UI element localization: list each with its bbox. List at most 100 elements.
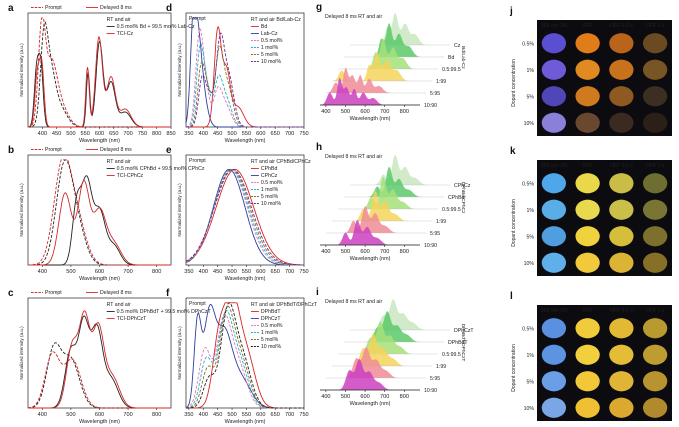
x-tick-label-a: 550 <box>81 131 90 137</box>
x-tick-label-f: 400 <box>199 412 208 418</box>
layer-label-h-5: CPhCz <box>454 183 471 189</box>
series-line-a-1 <box>28 17 171 128</box>
x-tick-label-b: 700 <box>123 269 132 275</box>
sample-spot-l-0-3 <box>642 318 668 339</box>
row-label-k-0: 0.5% <box>522 181 534 187</box>
spectrum-layer-g-0 <box>320 78 420 105</box>
row-label-j-3: 10% <box>524 121 535 127</box>
x-tick-label-d: 450 <box>213 131 222 137</box>
legend-label-b-1: Delayed 8 ms <box>100 147 132 153</box>
legend-item-f-0: DPhBdT <box>261 309 281 315</box>
row-label-l-2: 5% <box>527 379 535 385</box>
y-axis-label-a: Normalized intensity (a.u.) <box>19 43 24 97</box>
x-tick-label-b: 600 <box>95 269 104 275</box>
depth-axis-label-i: DPhBdT/DPhCzT <box>460 324 466 362</box>
sample-spot-j-2-1 <box>575 86 600 107</box>
legend-item-f-1: DPhCzT <box>261 316 281 322</box>
x-axis-label-d: Wavelength (nm) <box>225 138 266 144</box>
plot-frame-a <box>27 12 172 128</box>
sample-spot-k-2-1 <box>575 226 600 247</box>
x-tick-label-e: 550 <box>242 269 251 275</box>
y-axis-label-c: Normalized intensity (a.u.) <box>19 326 24 380</box>
sample-spot-k-0-0 <box>541 173 567 194</box>
legend-item-c-1: TCI-DPhCzT <box>117 316 148 322</box>
series-line-f-5 <box>186 302 304 409</box>
x-axis-label-g: Wavelength (nm) <box>350 116 391 122</box>
spectrum-layer-h-2 <box>332 190 432 221</box>
row-label-k-2: 5% <box>527 234 535 240</box>
layer-label-g-4: Bd <box>448 55 454 61</box>
x-tick-label-b: 800 <box>152 269 161 275</box>
x-tick-label-e: 450 <box>213 269 222 275</box>
x-axis-label-i: Wavelength (nm) <box>350 401 391 407</box>
legend-item-c-0: 0.5 mol% DPhBdT + 99.5 mol% DPhCzT <box>117 309 212 315</box>
row-label-j-1: 1% <box>527 68 535 74</box>
x-tick-label-g: 600 <box>360 109 369 115</box>
y-axis-label-k: Dopant concentration <box>511 199 517 247</box>
y-axis-label-j: Dopant concentration <box>511 59 517 107</box>
x-tick-label-a: 750 <box>138 131 147 137</box>
row-label-l-0: 0.5% <box>522 326 534 332</box>
x-tick-label-f: 700 <box>285 412 294 418</box>
x-tick-label-h: 500 <box>341 249 350 255</box>
spectrum-layer-i-5 <box>350 299 450 330</box>
legend-item-f-2: 0.5 mol% <box>261 323 283 329</box>
legend-title-e: RT and air CPhBd/CPhCz <box>251 159 311 165</box>
layer-label-h-0: 10:90 <box>424 243 437 249</box>
layer-label-g-2: 1:99 <box>436 79 446 85</box>
x-axis-label-h: Wavelength (nm) <box>350 256 391 262</box>
x-tick-label-i: 800 <box>400 394 409 400</box>
legend-label-b-0: Prompt <box>45 147 62 153</box>
x-axis-label-c: Wavelength (nm) <box>79 419 120 425</box>
layer-label-g-3: 0.5:99.5 <box>442 67 461 73</box>
legend-item-d-2: 0.5 mol% <box>261 38 283 44</box>
series-line-e-2 <box>185 168 304 266</box>
x-tick-label-h: 800 <box>400 249 409 255</box>
row-label-l-3: 10% <box>524 406 535 412</box>
x-tick-label-d: 650 <box>271 131 280 137</box>
x-tick-label-d: 400 <box>199 131 208 137</box>
series-line-e-0 <box>185 168 304 266</box>
series-line-d-5 <box>186 32 304 128</box>
series-line-a-2 <box>27 40 171 128</box>
sample-spot-k-0-3 <box>642 173 668 194</box>
sample-spot-j-3-2 <box>609 112 634 133</box>
column-header-l-2: OFF 0.2 s <box>610 308 633 314</box>
sample-spot-k-2-0 <box>541 226 567 247</box>
x-axis-label-a: Wavelength (nm) <box>79 138 120 144</box>
spectrum-layer-i-3 <box>338 321 438 354</box>
series-line-f-3 <box>186 310 304 409</box>
spectrum-layer-g-3 <box>338 38 438 69</box>
legend-item-e-1: CPhCz <box>261 173 278 179</box>
sample-spot-k-3-1 <box>575 252 600 273</box>
spectrum-layer-h-4 <box>344 166 444 197</box>
sample-spot-k-3-2 <box>609 252 634 273</box>
plot-frame-f <box>185 297 305 409</box>
sample-spot-l-3-3 <box>642 397 668 418</box>
legend-title-c: RT and air <box>107 302 131 308</box>
x-axis-label-b: Wavelength (nm) <box>79 276 120 282</box>
spectrum-layer-g-1 <box>326 67 426 93</box>
x-tick-label-h: 400 <box>321 249 330 255</box>
layer-label-g-5: Cz <box>454 43 461 49</box>
spectrum-layer-i-0 <box>320 359 420 390</box>
legend-item-e-3: 1 mol% <box>261 187 279 193</box>
sample-spot-l-0-1 <box>575 318 600 339</box>
legend-title-f: RT and air DPhBdT/DPhCzT <box>251 302 318 308</box>
x-tick-label-a: 500 <box>66 131 75 137</box>
series-line-c-3 <box>28 310 171 409</box>
layer-label-h-2: 1:99 <box>436 219 446 225</box>
x-tick-label-c: 600 <box>95 412 104 418</box>
layer-label-i-0: 10:90 <box>424 388 437 394</box>
row-label-j-2: 5% <box>527 94 535 100</box>
legend-title-d: RT and air Bd/Lab-Cz <box>251 17 301 23</box>
sample-spot-k-0-1 <box>575 173 600 194</box>
layer-label-i-5: DPhCzT <box>454 328 474 334</box>
panel-title-e: Prompt <box>189 158 206 164</box>
layer-label-i-1: 5:95 <box>430 376 440 382</box>
sample-spot-l-3-2 <box>609 397 634 418</box>
sample-spot-j-1-1 <box>575 59 600 80</box>
x-tick-label-h: 600 <box>360 249 369 255</box>
legend-item-e-0: CPhBd <box>261 166 278 172</box>
legend-item-f-4: 5 mol% <box>261 337 279 343</box>
